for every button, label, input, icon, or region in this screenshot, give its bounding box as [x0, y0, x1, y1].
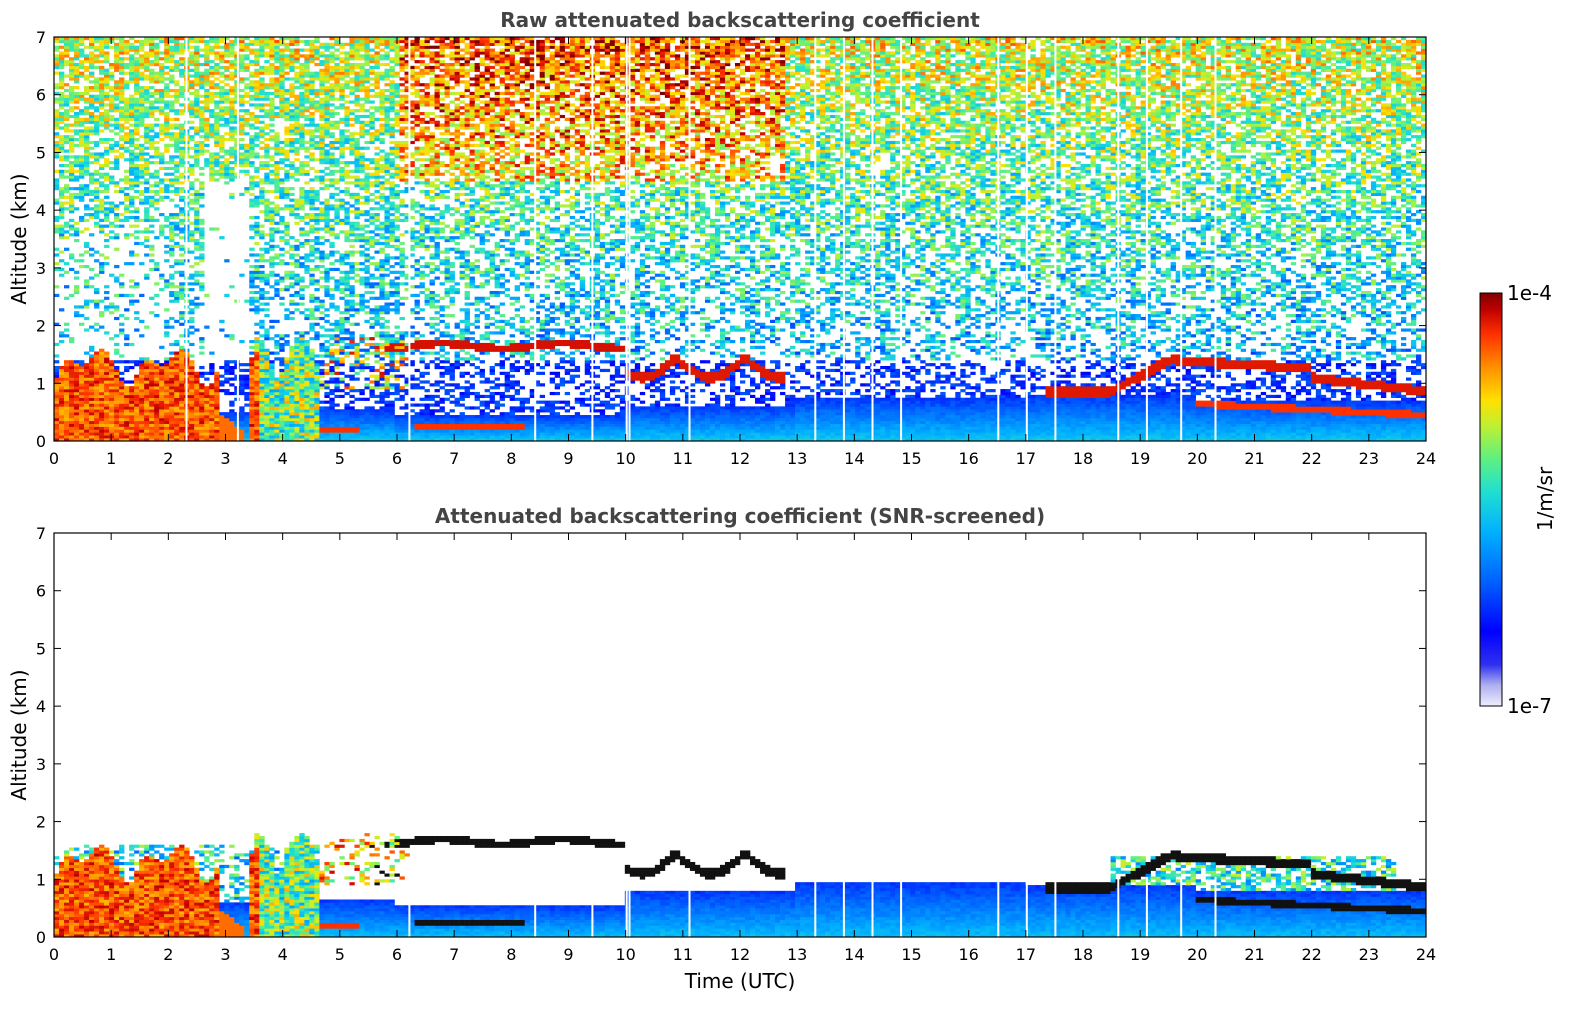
x-tick-label: 16 — [958, 449, 978, 468]
colorbar-unit-label: 1/m/sr — [1533, 466, 1557, 531]
x-tick-label: 4 — [278, 945, 288, 964]
x-tick-label: 7 — [449, 449, 459, 468]
colorbar-min-label: 1e-7 — [1507, 694, 1552, 718]
x-tick-label: 14 — [844, 449, 864, 468]
x-tick-label: 18 — [1073, 945, 1093, 964]
y-tick-label: 5 — [36, 143, 46, 162]
x-tick-label: 12 — [730, 449, 750, 468]
x-tick-label: 8 — [506, 945, 516, 964]
x-tick-label: 24 — [1416, 449, 1436, 468]
x-tick-label: 22 — [1301, 449, 1321, 468]
raw-backscatter-panel: Raw attenuated backscattering coefficien… — [7, 8, 1436, 468]
x-tick-label: 3 — [220, 945, 230, 964]
x-tick-label: 12 — [730, 945, 750, 964]
y-tick-label: 6 — [36, 86, 46, 105]
x-tick-label: 21 — [1244, 945, 1264, 964]
x-tick-label: 15 — [901, 449, 921, 468]
x-tick-label: 17 — [1016, 945, 1036, 964]
x-tick-label: 10 — [615, 945, 635, 964]
panel1-heatmap — [54, 37, 1426, 441]
figure-svg: Raw attenuated backscattering coefficien… — [0, 0, 1595, 1020]
x-tick-label: 1 — [106, 449, 116, 468]
colorbar: 1e-4 1e-7 1/m/sr — [1480, 281, 1557, 718]
x-tick-label: 5 — [335, 945, 345, 964]
x-tick-label: 5 — [335, 449, 345, 468]
x-tick-label: 23 — [1359, 449, 1379, 468]
x-tick-label: 14 — [844, 945, 864, 964]
x-tick-label: 0 — [49, 449, 59, 468]
x-tick-label: 13 — [787, 945, 807, 964]
x-tick-label: 9 — [563, 945, 573, 964]
y-tick-label: 7 — [36, 28, 46, 47]
x-tick-label: 2 — [163, 945, 173, 964]
x-tick-label: 20 — [1187, 449, 1207, 468]
y-tick-label: 5 — [36, 639, 46, 658]
x-tick-label: 21 — [1244, 449, 1264, 468]
colorbar-max-label: 1e-4 — [1507, 281, 1552, 305]
x-tick-label: 9 — [563, 449, 573, 468]
y-tick-label: 7 — [36, 524, 46, 543]
y-tick-label: 0 — [36, 432, 46, 451]
y-tick-label: 1 — [36, 870, 46, 889]
x-tick-label: 7 — [449, 945, 459, 964]
x-tick-label: 16 — [958, 945, 978, 964]
x-tick-label: 18 — [1073, 449, 1093, 468]
panel1-ylabel: Altitude (km) — [7, 173, 31, 304]
y-tick-label: 3 — [36, 755, 46, 774]
x-tick-label: 20 — [1187, 945, 1207, 964]
x-tick-label: 1 — [106, 945, 116, 964]
panel1-title: Raw attenuated backscattering coefficien… — [500, 8, 980, 32]
x-tick-label: 23 — [1359, 945, 1379, 964]
snr-screened-panel: Attenuated backscattering coefficient (S… — [7, 504, 1436, 993]
colorbar-gradient — [1480, 293, 1502, 706]
x-tick-label: 6 — [392, 945, 402, 964]
panel2-xlabel: Time (UTC) — [684, 969, 796, 993]
y-tick-label: 2 — [36, 317, 46, 336]
panel2-ylabel: Altitude (km) — [7, 669, 31, 800]
y-tick-label: 2 — [36, 813, 46, 832]
y-tick-label: 1 — [36, 374, 46, 393]
x-tick-label: 17 — [1016, 449, 1036, 468]
panel2-title: Attenuated backscattering coefficient (S… — [435, 504, 1045, 528]
x-tick-label: 0 — [49, 945, 59, 964]
x-tick-label: 4 — [278, 449, 288, 468]
x-tick-label: 6 — [392, 449, 402, 468]
x-tick-label: 19 — [1130, 945, 1150, 964]
x-tick-label: 2 — [163, 449, 173, 468]
x-tick-label: 15 — [901, 945, 921, 964]
x-tick-label: 3 — [220, 449, 230, 468]
x-tick-label: 10 — [615, 449, 635, 468]
x-tick-label: 22 — [1301, 945, 1321, 964]
y-tick-label: 4 — [36, 697, 46, 716]
y-tick-label: 6 — [36, 582, 46, 601]
panel2-heatmap — [54, 833, 1426, 937]
x-tick-label: 19 — [1130, 449, 1150, 468]
x-tick-label: 8 — [506, 449, 516, 468]
x-tick-label: 13 — [787, 449, 807, 468]
x-tick-label: 11 — [673, 449, 693, 468]
x-tick-label: 11 — [673, 945, 693, 964]
figure: Raw attenuated backscattering coefficien… — [0, 0, 1595, 1020]
y-tick-label: 0 — [36, 928, 46, 947]
y-tick-label: 4 — [36, 201, 46, 220]
x-tick-label: 24 — [1416, 945, 1436, 964]
y-tick-label: 3 — [36, 259, 46, 278]
